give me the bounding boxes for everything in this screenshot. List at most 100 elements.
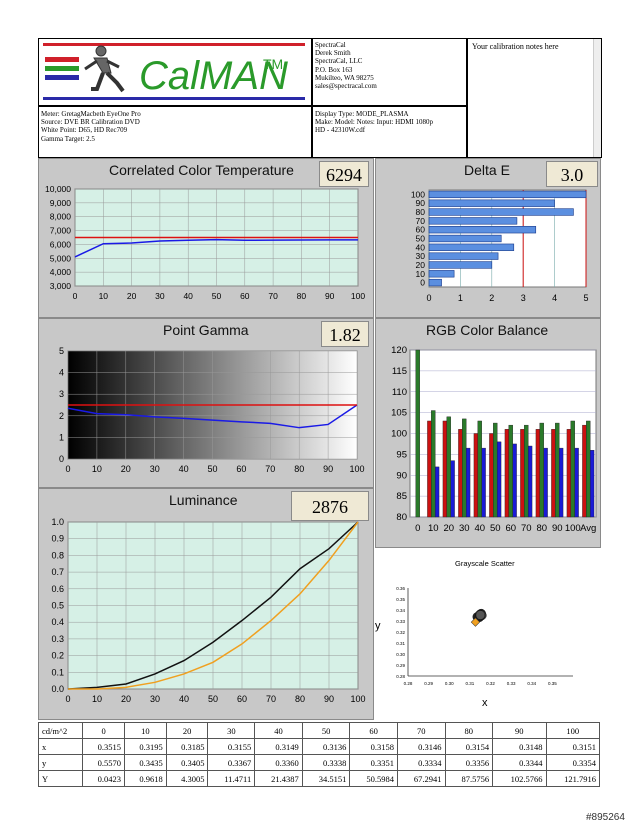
- table-row: y 0.5570 0.3435 0.3405 0.3367 0.3360 0.3338 0.3…: [37, 754, 601, 771]
- x-tick-label: 0.34: [527, 681, 536, 686]
- table-cell: 0.3360: [254, 754, 303, 771]
- x-tick-label: 10: [428, 523, 439, 534]
- y-tick-label: 105: [391, 408, 407, 419]
- running-man-icon: [84, 45, 125, 93]
- cct-title: Correlated Color Temperature: [109, 162, 294, 178]
- series-line: [67, 521, 359, 690]
- display-line: HD - 42310W.cdf: [315, 126, 366, 135]
- table-cell: 0.3356: [444, 754, 494, 771]
- table-cell: 50.5984: [349, 770, 398, 787]
- deltae-bar: [428, 243, 515, 251]
- y-tick-label: 0.9: [51, 534, 64, 544]
- deltae-bar: [428, 199, 555, 207]
- table-unit-cell: cd/m^2: [37, 722, 84, 739]
- y-tick-label: 10: [416, 269, 426, 279]
- rgb-title: RGB Color Balance: [426, 322, 549, 338]
- series-line: [68, 521, 359, 690]
- gamma-panel: Point Gamma 1.82 0 1 2 3 4 5 0 10 20 30 40 50 60 70 80…: [38, 318, 374, 488]
- x-tick-label: 70: [266, 694, 276, 704]
- table-cell: 0.3515: [82, 738, 126, 755]
- y-tick-label: 100: [391, 429, 407, 440]
- table-header-cell: 40: [254, 722, 303, 739]
- rgb-bar: [477, 420, 482, 518]
- x-tick-label: 20: [121, 694, 131, 704]
- rgb-bar: [551, 429, 556, 518]
- x-tick-label: 2: [489, 293, 494, 303]
- x-tick-label: 0.32: [486, 681, 495, 686]
- y-tick-label: 70: [416, 216, 426, 226]
- x-tick-label: 70: [521, 523, 532, 534]
- notes-text: Your calibration notes here: [472, 42, 559, 51]
- y-tick-label: 115: [392, 366, 407, 377]
- table-cell: 121.7916: [545, 770, 601, 787]
- cct-chart: 3,000 4,000 5,000 6,000 7,000 8,000 9,000 10,00…: [45, 184, 365, 301]
- x-tick-label: 0.33: [507, 681, 516, 686]
- table-cell: 0.3155: [207, 738, 256, 755]
- rgb-bar: [512, 443, 517, 518]
- x-tick-label: 70: [268, 291, 278, 301]
- rgb-bar: [504, 429, 510, 518]
- scatter-panel: Grayscale Scatter y x 0.28 0.29 0.30 0.31 0.…: [375, 548, 601, 720]
- table-header-cell: 90: [492, 722, 547, 739]
- rgb-bar: [570, 420, 575, 518]
- notes-box[interactable]: Your calibration notes here: [467, 38, 602, 158]
- table-header-cell: 80: [444, 722, 494, 739]
- deltae-bar: [428, 217, 518, 225]
- rgb-bar: [496, 441, 502, 518]
- logo-box: CalMAN TM: [38, 38, 312, 106]
- logo-stripe-red: [43, 43, 305, 46]
- watermark: #895264: [586, 812, 625, 823]
- y-tick-label: 0.29: [396, 663, 405, 668]
- table-cell: 21.4387: [254, 770, 303, 787]
- scatter-title: Grayscale Scatter: [455, 559, 515, 568]
- y-tick-label: 2: [59, 411, 64, 421]
- gamma-value: 1.82: [321, 321, 369, 347]
- logo-bar-blue: [45, 75, 79, 80]
- rgb-bar: [543, 447, 548, 518]
- x-tick-label: 40: [179, 464, 189, 474]
- rgb-bar: [558, 447, 564, 518]
- scatter-point: [475, 610, 486, 620]
- table-cell: 102.5766: [492, 770, 547, 787]
- display-line: Make: Model: Notes: Input: HDMI 1080p: [315, 118, 434, 127]
- table-cell: 11.4711: [207, 770, 256, 787]
- y-tick-label: 95: [396, 449, 407, 460]
- rgb-bar: [434, 466, 440, 518]
- x-tick-label: 30: [155, 291, 165, 301]
- x-tick-label: 40: [183, 291, 193, 301]
- cct-value: 6294: [319, 161, 369, 187]
- rgb-bar: [566, 429, 572, 518]
- table-cell: 0.9618: [124, 770, 167, 787]
- x-tick-label: 10: [92, 464, 102, 474]
- logo-tm: TM: [263, 56, 283, 72]
- table-cell: 0.3334: [396, 754, 446, 771]
- x-tick-label: 80: [294, 464, 304, 474]
- y-tick-label: 0: [420, 278, 425, 288]
- x-tick-label: 30: [459, 523, 470, 534]
- series-line: [67, 404, 358, 429]
- deltae-bar: [428, 190, 587, 199]
- rgb-bar: [481, 447, 486, 518]
- logo-text: CalMAN: [139, 54, 288, 98]
- x-tick-label: 100: [565, 523, 581, 534]
- contact-box: SpectraCal Derek Smith SpectraCal, LLC P…: [312, 38, 467, 106]
- y-tick-label: 0.35: [396, 597, 405, 602]
- y-tick-label: 0.28: [396, 674, 405, 679]
- table-cell: 0.5570: [82, 754, 126, 771]
- y-tick-label: 0.5: [51, 601, 64, 611]
- x-tick-label: 90: [324, 694, 334, 704]
- y-tick-label: 0.36: [396, 586, 405, 591]
- y-tick-label: 120: [391, 345, 407, 356]
- table-cell: 0.3154: [444, 738, 494, 755]
- notes-scrollbar[interactable]: [593, 39, 601, 157]
- y-tick-label: 9,000: [50, 198, 72, 208]
- x-tick-label: 1: [458, 293, 463, 303]
- x-tick-label: 0.31: [465, 681, 474, 686]
- y-tick-label: 40: [416, 242, 426, 252]
- x-tick-label: 0.29: [424, 681, 433, 686]
- deltae-panel: Delta E 3.0 0 1 2 3 4 5 0 10 20 30 40 50 60 70 80 90 100: [375, 158, 601, 318]
- rgb-bar: [582, 424, 587, 518]
- y-tick-label: 80: [396, 512, 407, 523]
